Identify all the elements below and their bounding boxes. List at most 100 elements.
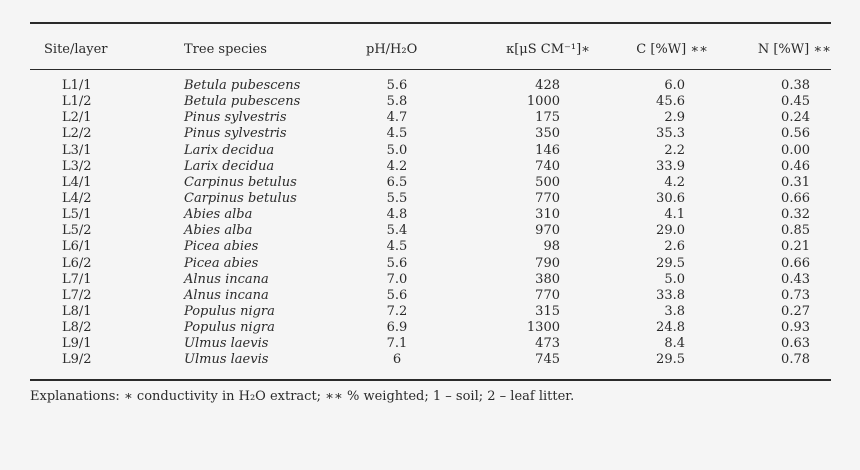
cell-ph: 6 (392, 352, 402, 368)
cell-nitrogen: 0.85 (781, 223, 810, 239)
cell-ph: 5.8 (386, 94, 408, 110)
table-footnote: Explanations: ∗ conductivity in H₂O extr… (30, 389, 575, 404)
cell-site: L4/2 (62, 190, 92, 206)
cell-site: L1/2 (62, 94, 92, 110)
cell-ph: 4.7 (386, 110, 408, 126)
cell-carbon: 6.0 (664, 78, 685, 93)
cell-ph: 7.0 (386, 271, 408, 287)
cell-species: Betula pubescens (184, 94, 301, 110)
table-row: L7/1 Alnus incana 7.0 380 5.0 0.43 (0, 272, 860, 288)
cell-species: Larix decidua (184, 158, 275, 174)
cell-species: Populus nigra (184, 303, 275, 319)
cell-nitrogen: 0.73 (781, 287, 810, 303)
cell-carbon: 3.8 (664, 303, 685, 319)
cell-conductivity: 146 (535, 142, 560, 158)
table-row: L4/2 Carpinus betulus 5.5 770 30.6 0.66 (0, 191, 860, 207)
cell-species: Carpinus betulus (184, 190, 297, 206)
cell-site: L3/1 (62, 142, 92, 158)
cell-species: Ulmus laevis (184, 352, 269, 368)
cell-site: L5/2 (62, 223, 92, 239)
table-header-rule (30, 69, 831, 70)
cell-carbon: 2.2 (664, 142, 685, 158)
cell-carbon: 2.9 (664, 110, 685, 126)
cell-nitrogen: 0.56 (781, 126, 810, 142)
cell-carbon: 29.0 (656, 223, 685, 239)
table-row: L3/2 Larix decidua 4.2 740 33.9 0.46 (0, 159, 860, 175)
cell-conductivity: 745 (535, 352, 560, 368)
header-nitrogen: N [%W] ∗∗ (757, 42, 831, 57)
cell-site: L6/2 (62, 255, 92, 271)
cell-ph: 6.5 (386, 174, 408, 190)
cell-carbon: 29.5 (656, 352, 685, 368)
cell-ph: 4.8 (386, 207, 408, 223)
cell-species: Abies alba (184, 223, 253, 239)
cell-ph: 5.6 (386, 78, 408, 93)
header-kappa: κ[μS CM⁻¹]∗ (506, 42, 590, 57)
table-row: L5/1 Abies alba 4.8 310 4.1 0.32 (0, 207, 860, 223)
cell-conductivity: 380 (535, 271, 560, 287)
table-row: L1/2 Betula pubescens 5.8 1000 45.6 0.45 (0, 94, 860, 110)
cell-conductivity: 473 (535, 336, 560, 352)
header-carbon: C [%W] ∗∗ (636, 42, 708, 57)
cell-ph: 5.6 (386, 287, 408, 303)
cell-site: L7/2 (62, 287, 92, 303)
cell-carbon: 8.4 (664, 336, 685, 352)
cell-carbon: 2.6 (664, 239, 685, 255)
table-row: L9/2 Ulmus laevis 6 745 29.5 0.78 (0, 352, 860, 368)
cell-ph: 5.0 (386, 142, 408, 158)
cell-species: Carpinus betulus (184, 174, 297, 190)
cell-carbon: 30.6 (656, 190, 685, 206)
cell-site: L5/1 (62, 207, 92, 223)
cell-nitrogen: 0.31 (781, 174, 810, 190)
cell-species: Alnus incana (184, 287, 269, 303)
cell-nitrogen: 0.93 (781, 320, 810, 336)
cell-conductivity: 315 (535, 303, 560, 319)
cell-ph: 4.5 (386, 239, 408, 255)
cell-conductivity: 175 (535, 110, 560, 126)
cell-nitrogen: 0.43 (781, 271, 810, 287)
cell-species: Larix decidua (184, 142, 275, 158)
cell-conductivity: 350 (535, 126, 560, 142)
cell-site: L8/1 (62, 303, 92, 319)
cell-conductivity: 310 (535, 207, 560, 223)
cell-site: L3/2 (62, 158, 92, 174)
cell-carbon: 33.8 (656, 287, 685, 303)
cell-conductivity: 500 (535, 174, 560, 190)
cell-species: Picea abies (184, 255, 259, 271)
cell-conductivity: 740 (535, 158, 560, 174)
table-row: L4/1 Carpinus betulus 6.5 500 4.2 0.31 (0, 175, 860, 191)
cell-carbon: 45.6 (656, 94, 685, 110)
cell-ph: 5.5 (386, 190, 408, 206)
cell-species: Abies alba (184, 207, 253, 223)
cell-nitrogen: 0.45 (781, 94, 810, 110)
table-row: L1/1 Betula pubescens 5.6 428 6.0 0.38 (0, 78, 860, 94)
table-row: L3/1 Larix decidua 5.0 146 2.2 0.00 (0, 143, 860, 159)
cell-nitrogen: 0.27 (781, 303, 810, 319)
table-row: L7/2 Alnus incana 5.6 770 33.8 0.73 (0, 288, 860, 304)
header-ph: pH/H₂O (366, 42, 418, 57)
table-row: L9/1 Ulmus laevis 7.1 473 8.4 0.63 (0, 336, 860, 352)
cell-nitrogen: 0.32 (781, 207, 810, 223)
cell-species: Alnus incana (184, 271, 269, 287)
cell-nitrogen: 0.66 (781, 190, 810, 206)
cell-carbon: 4.1 (664, 207, 685, 223)
cell-conductivity: 770 (535, 287, 560, 303)
cell-nitrogen: 0.78 (781, 352, 810, 368)
cell-conductivity: 428 (535, 78, 560, 93)
table-bottom-rule (30, 379, 831, 381)
cell-ph: 7.1 (386, 336, 408, 352)
cell-site: L9/1 (62, 336, 92, 352)
table-row: L5/2 Abies alba 5.4 970 29.0 0.85 (0, 223, 860, 239)
table-top-rule (30, 22, 831, 24)
cell-species: Pinus sylvestris (184, 126, 287, 142)
cell-carbon: 29.5 (656, 255, 685, 271)
cell-nitrogen: 0.24 (781, 110, 810, 126)
cell-species: Ulmus laevis (184, 336, 269, 352)
cell-nitrogen: 0.00 (781, 142, 810, 158)
cell-nitrogen: 0.63 (781, 336, 810, 352)
cell-site: L6/1 (62, 239, 92, 255)
cell-species: Picea abies (184, 239, 259, 255)
table-row: L6/2 Picea abies 5.6 790 29.5 0.66 (0, 256, 860, 272)
cell-nitrogen: 0.38 (781, 78, 810, 93)
